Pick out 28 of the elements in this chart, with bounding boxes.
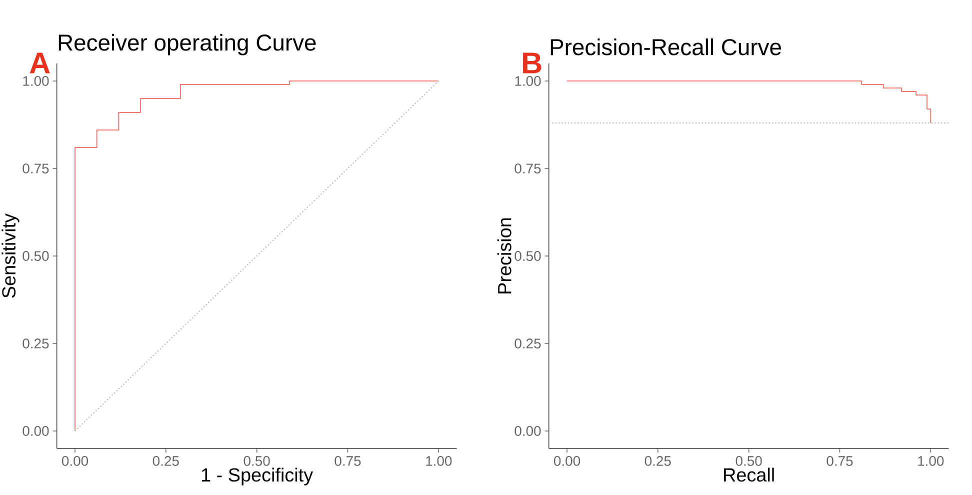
x-tick-label: 0.50: [736, 456, 762, 466]
text: A: [30, 52, 50, 74]
chart-title: Precision-Recall Curve: [550, 38, 781, 56]
y-tick-label: 1.00: [23, 76, 49, 86]
x-tick-label: 1.00: [918, 456, 944, 466]
y-tick-label: 0.50: [514, 251, 541, 261]
x-tick-label: 0.00: [62, 456, 88, 466]
x-axis-title: Recall: [724, 468, 774, 482]
chart-title: Receiver operating Curve: [58, 34, 316, 56]
y-tick-label: 0.00: [22, 426, 49, 436]
x-axis-title: 1 - Specificity: [202, 468, 314, 486]
x-tick-label: 0.75: [334, 456, 361, 466]
x-tick-label: 0.50: [244, 456, 270, 466]
x-tick-label: 0.75: [826, 456, 853, 466]
y-axis-title: Precision: [497, 218, 512, 294]
x-tick-label: 0.25: [644, 456, 671, 466]
y-tick-label: 0.25: [22, 338, 49, 348]
x-tick-label: 0.00: [554, 456, 580, 466]
text: B: [523, 52, 542, 74]
y-tick-label: 0.25: [514, 338, 541, 348]
y-tick-label: 0.50: [22, 251, 49, 261]
y-tick-label: 0.75: [22, 164, 49, 174]
y-tick-label: 1.00: [515, 76, 541, 86]
y-tick-label: 0.75: [514, 164, 541, 174]
y-axis-title: Sensitivity: [2, 213, 20, 298]
x-tick-label: 0.25: [152, 456, 179, 466]
y-tick-label: 0.00: [514, 426, 541, 436]
x-tick-label: 1.00: [426, 456, 452, 466]
